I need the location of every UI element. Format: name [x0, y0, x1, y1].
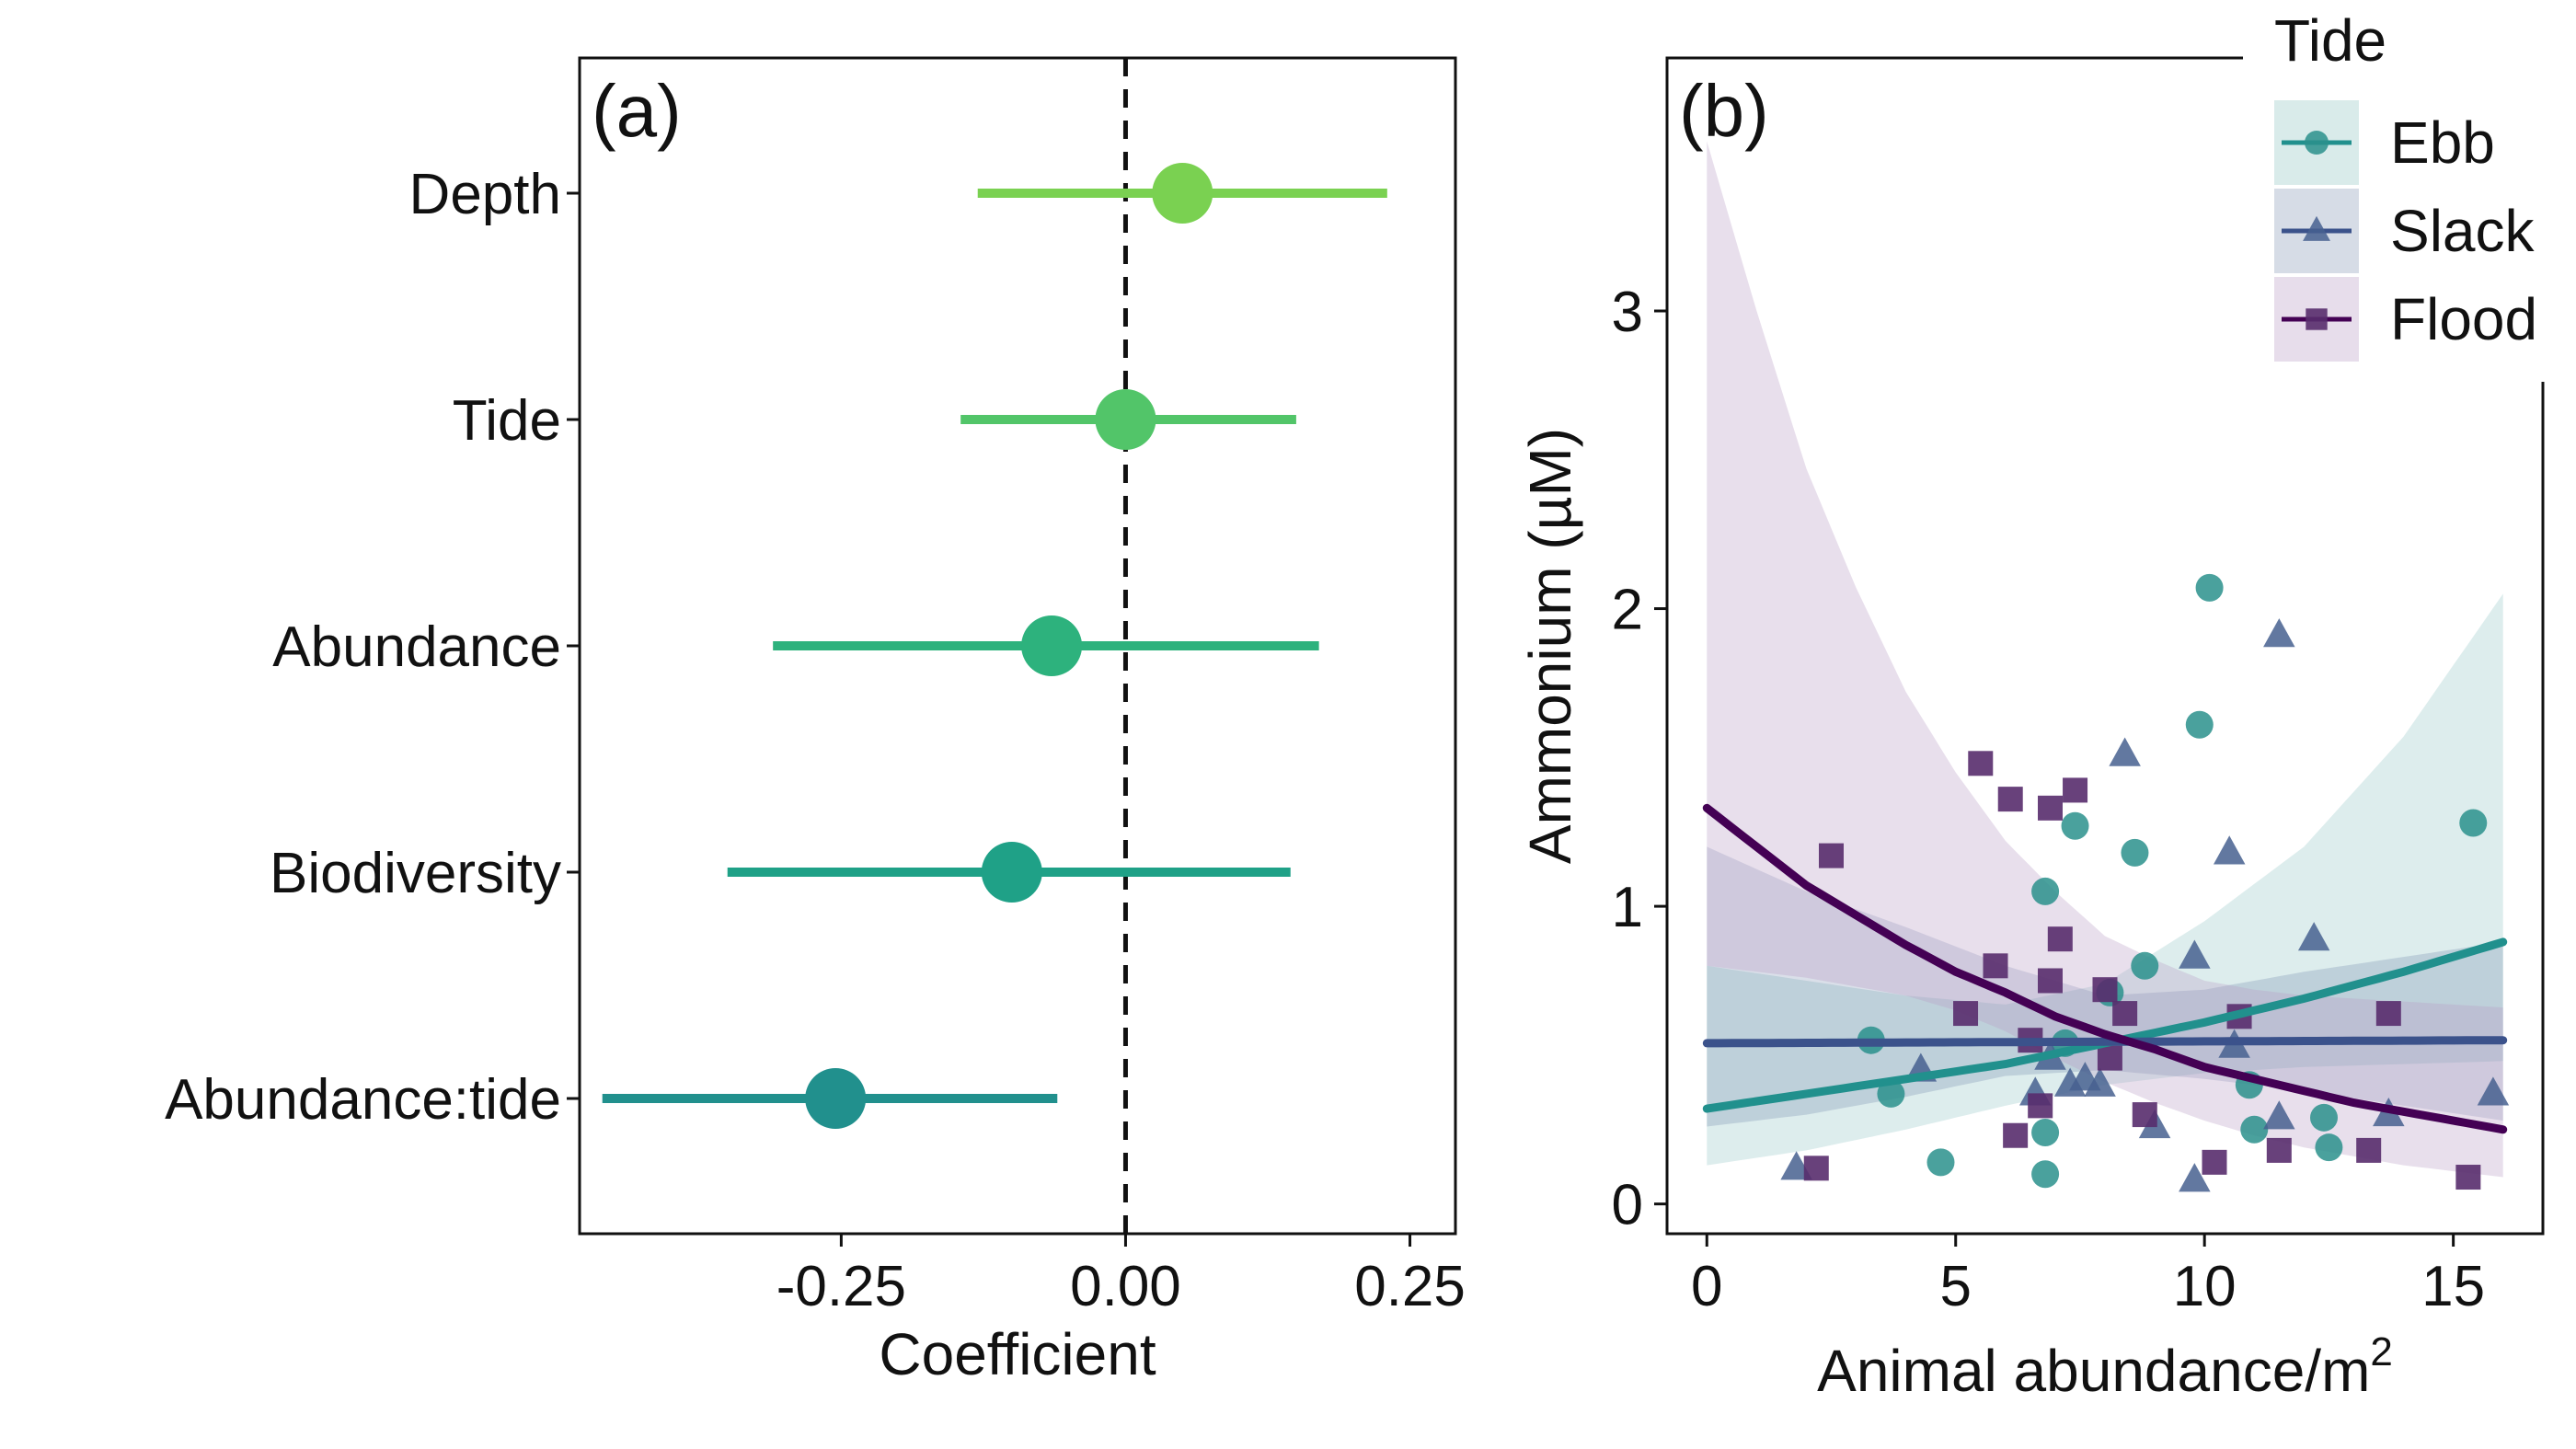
data-point-flood: [2112, 1001, 2138, 1027]
legend-label-flood: Flood: [2390, 286, 2537, 352]
panel-b-x-axis-title-sup: 2: [2370, 1329, 2392, 1374]
data-point-flood: [2038, 968, 2063, 994]
x-tick-label: 0.25: [1354, 1255, 1466, 1318]
confidence-band-flood: [1707, 141, 2503, 1178]
estimate-point: [1095, 389, 1156, 450]
data-point-ebb: [2031, 877, 2060, 905]
fit-line-flood: [1702, 803, 2508, 1134]
confidence-band-ebb: [1707, 593, 2503, 1166]
x-tick-label: 5: [1939, 1255, 1971, 1318]
x-tick-label: 0.00: [1070, 1255, 1181, 1318]
data-point-flood: [2047, 926, 2073, 952]
data-point-slack: [2109, 737, 2141, 766]
data-point-flood: [2375, 1001, 2401, 1027]
panel-b-label: (b): [1679, 70, 1769, 152]
data-point-ebb: [2459, 809, 2488, 837]
data-point-slack: [2179, 1163, 2211, 1192]
y-tick-label: 0: [1612, 1174, 1643, 1237]
data-point-flood: [2202, 1149, 2227, 1175]
data-point-ebb: [2315, 1133, 2343, 1162]
data-point-flood: [1953, 1001, 1979, 1027]
x-tick-label: 0: [1691, 1255, 1722, 1318]
legend-key-marker: [2303, 215, 2330, 241]
data-point-slack: [2477, 1076, 2510, 1106]
data-point-ebb: [1877, 1079, 1905, 1108]
x-tick-label: 15: [2421, 1255, 2485, 1318]
y-tick-label: 2: [1612, 579, 1643, 642]
legend-label-ebb: Ebb: [2390, 109, 2495, 176]
data-point-slack: [2263, 618, 2295, 648]
estimate-point: [1152, 163, 1213, 224]
data-point-flood: [2038, 795, 2063, 821]
data-point-ebb: [1926, 1148, 1955, 1177]
data-point-flood: [2063, 777, 2088, 803]
panel-a-label: (a): [592, 70, 682, 152]
y-tick-label: 3: [1612, 281, 1643, 344]
data-point-ebb: [2195, 573, 2224, 602]
y-tick-label: 1: [1612, 876, 1643, 939]
data-point-ebb: [2185, 710, 2214, 739]
data-point-flood: [2132, 1102, 2157, 1128]
y-tick-label: Abundance:tide: [165, 1068, 561, 1132]
data-point-flood: [2028, 1093, 2053, 1119]
legend: Tide Ebb Slack Flood: [2243, 0, 2576, 382]
panel-b-frame: [1665, 56, 2545, 1236]
y-tick-label: Depth: [409, 163, 561, 226]
data-point-flood: [2455, 1165, 2481, 1190]
legend-title: Tide: [2274, 7, 2386, 74]
data-point-ebb: [2131, 951, 2159, 980]
data-point-slack: [2263, 1100, 2295, 1130]
panel-b-x-axis-title: Animal abundance/m2: [1817, 1329, 2393, 1404]
estimate-point: [1021, 615, 1083, 676]
confidence-band-slack: [1707, 846, 2503, 1127]
data-point-flood: [1819, 843, 1844, 868]
y-tick-label: Abundance: [272, 615, 561, 679]
data-point-flood: [1997, 787, 2023, 812]
data-point-flood: [2092, 977, 2118, 1003]
data-point-ebb: [2031, 1118, 2060, 1146]
data-point-ebb: [2240, 1115, 2269, 1144]
panel-b-x-axis-title-main: Animal abundance/m: [1817, 1338, 2370, 1404]
data-point-flood: [2266, 1137, 2292, 1163]
data-point-ebb: [2121, 838, 2149, 867]
panel-a-x-axis-title: Coefficient: [879, 1321, 1156, 1387]
data-point-flood: [1983, 953, 2008, 979]
data-point-flood: [2356, 1137, 2382, 1163]
y-tick-label: Biodiversity: [270, 842, 561, 905]
panel-b-y-axis-title: Ammonium (µM): [1517, 428, 1583, 864]
y-tick-label: Tide: [453, 389, 561, 453]
legend-label-slack: Slack: [2390, 198, 2536, 264]
legend-key-marker: [2306, 308, 2328, 330]
data-point-ebb: [2061, 811, 2089, 840]
estimate-point: [805, 1068, 867, 1129]
data-point-slack: [2084, 1067, 2116, 1097]
data-point-flood: [1803, 1156, 1829, 1181]
data-point-flood: [2003, 1122, 2029, 1148]
data-point-ebb: [2031, 1160, 2060, 1189]
data-point-flood: [1968, 751, 1994, 776]
data-point-slack: [2179, 939, 2211, 969]
legend-key-marker: [2305, 131, 2329, 155]
x-tick-label: 10: [2173, 1255, 2237, 1318]
data-point-ebb: [2310, 1103, 2338, 1132]
data-point-flood: [2097, 1045, 2122, 1071]
panel-a: (a) Depth Tide Abundance Biodiversity Abunda…: [165, 56, 1466, 1387]
x-tick-label: -0.25: [776, 1255, 906, 1318]
fit-line-slack: [1702, 1036, 2508, 1048]
data-point-slack: [2297, 922, 2330, 951]
data-point-slack: [2213, 835, 2246, 865]
estimate-point: [981, 842, 1042, 903]
